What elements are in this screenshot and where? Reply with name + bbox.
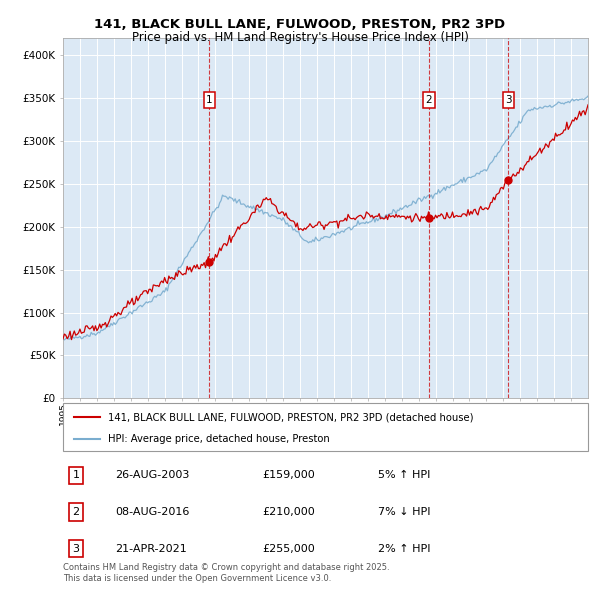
Text: Contains HM Land Registry data © Crown copyright and database right 2025.
This d: Contains HM Land Registry data © Crown c…: [63, 563, 389, 583]
Text: 5% ↑ HPI: 5% ↑ HPI: [378, 470, 430, 480]
Text: 3: 3: [73, 543, 80, 553]
Text: 141, BLACK BULL LANE, FULWOOD, PRESTON, PR2 3PD: 141, BLACK BULL LANE, FULWOOD, PRESTON, …: [94, 18, 506, 31]
Text: 08-AUG-2016: 08-AUG-2016: [115, 507, 190, 517]
Text: 1: 1: [206, 95, 213, 105]
Text: 2% ↑ HPI: 2% ↑ HPI: [378, 543, 431, 553]
Text: 3: 3: [505, 95, 512, 105]
Text: 26-AUG-2003: 26-AUG-2003: [115, 470, 190, 480]
Text: 21-APR-2021: 21-APR-2021: [115, 543, 187, 553]
Text: Price paid vs. HM Land Registry's House Price Index (HPI): Price paid vs. HM Land Registry's House …: [131, 31, 469, 44]
Text: 141, BLACK BULL LANE, FULWOOD, PRESTON, PR2 3PD (detached house): 141, BLACK BULL LANE, FULWOOD, PRESTON, …: [107, 412, 473, 422]
Text: 2: 2: [73, 507, 80, 517]
Text: 2: 2: [425, 95, 432, 105]
Text: £159,000: £159,000: [263, 470, 315, 480]
Text: 7% ↓ HPI: 7% ↓ HPI: [378, 507, 431, 517]
Text: HPI: Average price, detached house, Preston: HPI: Average price, detached house, Pres…: [107, 434, 329, 444]
Text: 1: 1: [73, 470, 80, 480]
Text: £255,000: £255,000: [263, 543, 315, 553]
Text: £210,000: £210,000: [263, 507, 315, 517]
